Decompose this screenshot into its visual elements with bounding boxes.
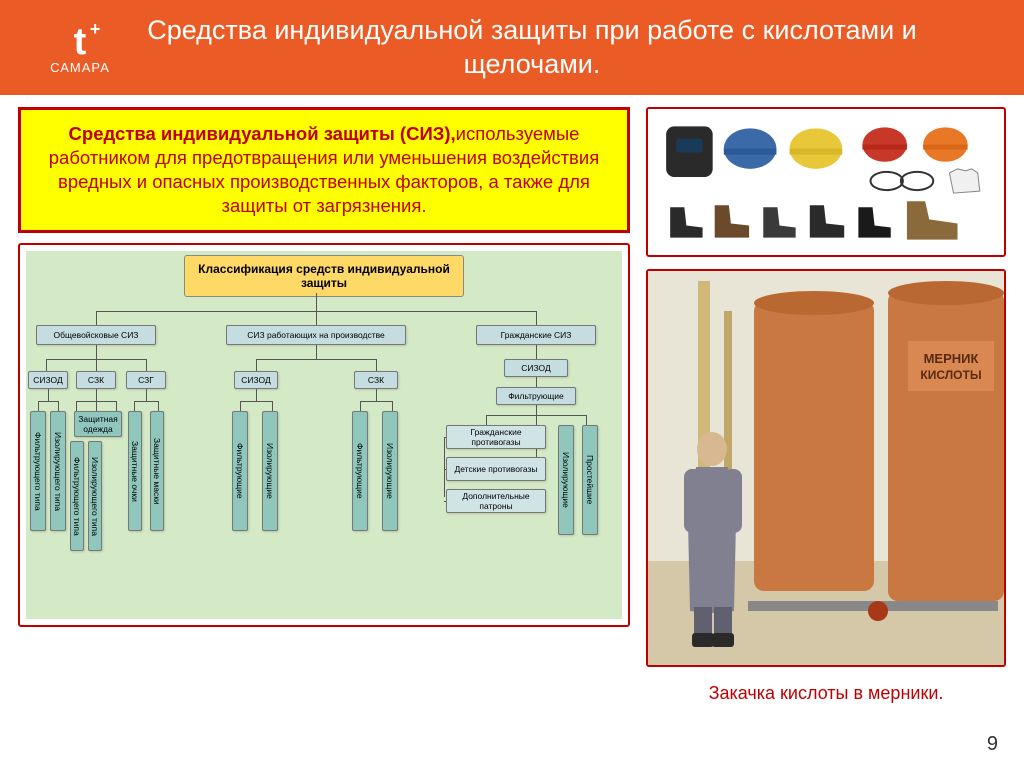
chart-node: Детские противогазы bbox=[446, 457, 546, 481]
chart-connector bbox=[376, 389, 377, 401]
photo-caption: Закачка кислоты в мерники. bbox=[646, 683, 1006, 704]
chart-node: Фильтрующего типа bbox=[30, 411, 46, 531]
chart-node: СЗК bbox=[354, 371, 398, 389]
logo-t-text: t bbox=[74, 21, 87, 63]
right-column: МЕРНИК КИСЛОТЫ Закачка кислоты в мерники… bbox=[646, 107, 1006, 704]
chart-node: СИЗОД bbox=[28, 371, 68, 389]
classification-chart: Классификация средств индивидуальной защ… bbox=[26, 251, 622, 619]
chart-node: СИЗОД bbox=[234, 371, 278, 389]
chart-connector bbox=[96, 311, 97, 325]
chart-node: Защитные очки bbox=[128, 411, 142, 531]
chart-node: Фильтрующие bbox=[352, 411, 368, 531]
chart-node: Общевойсковые СИЗ bbox=[36, 325, 156, 345]
chart-connector bbox=[536, 345, 537, 359]
chart-connector bbox=[392, 401, 393, 411]
chart-node: СИЗ работающих на производстве bbox=[226, 325, 406, 345]
classification-chart-frame: Классификация средств индивидуальной защ… bbox=[18, 243, 630, 627]
chart-connector bbox=[146, 359, 147, 371]
chart-connector bbox=[444, 437, 445, 497]
chart-connector bbox=[134, 401, 158, 402]
chart-connector bbox=[96, 359, 97, 371]
chart-node: Гражданские СИЗ bbox=[476, 325, 596, 345]
chart-connector bbox=[360, 401, 361, 411]
chart-connector bbox=[96, 389, 97, 401]
page-title: Средства индивидуальной защиты при работ… bbox=[140, 14, 1004, 82]
chart-connector bbox=[486, 415, 487, 425]
chart-connector bbox=[158, 401, 159, 411]
acid-photo-illustration: МЕРНИК КИСЛОТЫ bbox=[648, 271, 1004, 665]
chart-connector bbox=[444, 469, 446, 470]
chart-connector bbox=[38, 401, 58, 402]
chart-node: Фильтрующего типа bbox=[70, 441, 84, 551]
svg-text:КИСЛОТЫ: КИСЛОТЫ bbox=[920, 368, 981, 382]
chart-node: Простейшие bbox=[582, 425, 598, 535]
chart-connector bbox=[116, 401, 117, 411]
chart-node: Фильтрующие bbox=[232, 411, 248, 531]
chart-connector bbox=[58, 401, 59, 411]
chart-connector bbox=[316, 293, 317, 311]
chart-connector bbox=[376, 359, 377, 371]
svg-text:МЕРНИК: МЕРНИК bbox=[924, 351, 979, 366]
chart-connector bbox=[96, 401, 97, 411]
chart-connector bbox=[240, 401, 272, 402]
chart-connector bbox=[76, 401, 77, 411]
chart-node: Изолирующие bbox=[262, 411, 278, 531]
chart-node: Изолирующего типа bbox=[88, 441, 102, 551]
logo: t + САМАРА bbox=[20, 21, 140, 75]
chart-connector bbox=[240, 401, 241, 411]
chart-connector bbox=[256, 359, 257, 371]
logo-t: t + bbox=[74, 21, 87, 64]
chart-node: СИЗОД bbox=[504, 359, 568, 377]
chart-connector bbox=[38, 401, 39, 411]
chart-connector bbox=[444, 437, 446, 438]
acid-photo-frame: МЕРНИК КИСЛОТЫ bbox=[646, 269, 1006, 667]
content: Средства индивидуальной защиты (СИЗ),исп… bbox=[0, 95, 1024, 716]
chart-node: Гражданские противогазы bbox=[446, 425, 546, 449]
page-number: 9 bbox=[987, 733, 998, 756]
chart-connector bbox=[46, 359, 47, 371]
siz-term: Средства индивидуальной защиты (СИЗ), bbox=[69, 123, 456, 144]
logo-plus-icon: + bbox=[90, 19, 101, 40]
chart-node: Изолирующие bbox=[558, 425, 574, 535]
chart-node: Дополнительные патроны bbox=[446, 489, 546, 513]
chart-node: Защитная одежда bbox=[74, 411, 122, 437]
chart-connector bbox=[48, 389, 49, 401]
ppe-items-frame bbox=[646, 107, 1006, 257]
chart-connector bbox=[134, 401, 135, 411]
chart-node: Защитные маски bbox=[150, 411, 164, 531]
chart-node: Изолирующего типа bbox=[50, 411, 66, 531]
siz-definition-box: Средства индивидуальной защиты (СИЗ),исп… bbox=[18, 107, 630, 233]
chart-connector bbox=[96, 345, 97, 359]
chart-connector bbox=[146, 389, 147, 401]
chart-connector bbox=[256, 359, 376, 360]
chart-title: Классификация средств индивидуальной защ… bbox=[184, 255, 464, 297]
chart-connector bbox=[536, 311, 537, 325]
chart-connector bbox=[316, 311, 317, 325]
chart-connector bbox=[536, 405, 537, 415]
chart-connector bbox=[444, 501, 446, 502]
chart-connector bbox=[256, 389, 257, 401]
chart-connector bbox=[272, 401, 273, 411]
left-column: Средства индивидуальной защиты (СИЗ),исп… bbox=[18, 107, 630, 704]
chart-connector bbox=[316, 345, 317, 359]
chart-connector bbox=[360, 401, 392, 402]
ppe-items-illustration bbox=[654, 115, 998, 249]
chart-node: СЗГ bbox=[126, 371, 166, 389]
header: t + САМАРА Средства индивидуальной защит… bbox=[0, 0, 1024, 95]
chart-node: Изолирующие bbox=[382, 411, 398, 531]
chart-node: Фильтрующие bbox=[496, 387, 576, 405]
chart-node: СЗК bbox=[76, 371, 116, 389]
chart-connector bbox=[536, 377, 537, 387]
chart-connector bbox=[586, 415, 587, 425]
